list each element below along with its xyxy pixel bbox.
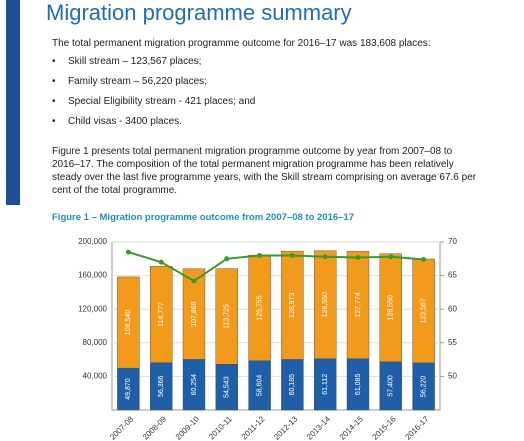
y2-tick-label: 50 [448, 372, 457, 381]
x-tick-label: 2007-08 [108, 414, 136, 441]
line [128, 251, 424, 283]
line-marker [322, 254, 328, 260]
side-stripe [6, 0, 20, 205]
line-marker [125, 249, 131, 255]
data-label: 108,540 [125, 310, 132, 335]
data-label: 114,777 [158, 302, 165, 327]
data-label: 56,366 [158, 376, 165, 398]
bar-segment [379, 253, 402, 362]
data-label: 54,543 [224, 376, 231, 398]
data-label: 123,567 [420, 298, 427, 323]
data-label: 61,085 [355, 374, 362, 396]
x-tick-label: 2016-17 [403, 414, 431, 441]
data-label: 128,550 [322, 292, 329, 317]
bar-segment [346, 251, 370, 359]
bar-segment [182, 268, 206, 360]
x-tick-label: 2012-13 [272, 414, 300, 441]
line-marker [421, 256, 427, 262]
line-marker [257, 252, 263, 258]
data-label: 125,755 [256, 295, 263, 320]
page-title: Migration programme summary [46, 0, 352, 25]
bar-segment [117, 276, 140, 369]
y2-tick-label: 60 [448, 304, 457, 313]
data-label: 128,550 [388, 295, 395, 320]
x-tick-label: 2014-15 [338, 414, 366, 441]
data-label: 61,112 [322, 374, 329, 395]
y2-tick-label: 55 [448, 338, 457, 347]
bar-segment [314, 250, 337, 359]
bar-segment [149, 266, 173, 363]
line-marker [355, 254, 361, 260]
data-label: 107,868 [191, 301, 198, 326]
x-tick-label: 2011-12 [240, 414, 267, 441]
data-label: 128,973 [289, 293, 296, 318]
x-tick-label: 2009-10 [174, 414, 202, 441]
y-tick-label: 120,000 [78, 304, 107, 313]
figure-caption: Figure 1 – Migration programme outcome f… [52, 212, 354, 223]
y-tick-label: 80,000 [83, 338, 108, 347]
data-label: 60,254 [191, 374, 198, 396]
x-tick-label: 2008-09 [141, 414, 169, 441]
bullet: Special Eligibility stream - 421 places;… [52, 96, 255, 107]
line-marker [224, 256, 230, 262]
y2-tick-label: 65 [448, 271, 457, 280]
paragraph: Figure 1 presents total permanent migrat… [52, 146, 477, 196]
data-label: 49,870 [125, 378, 132, 400]
bullet: Family stream – 56,220 places; [52, 76, 255, 87]
data-label: 58,604 [256, 375, 263, 397]
intro: The total permanent migration programme … [52, 38, 431, 49]
x-tick-label: 2013-14 [305, 414, 333, 441]
y-tick-label: 40,000 [83, 372, 108, 381]
data-label: 57,400 [388, 375, 395, 397]
y-tick-label: 160,000 [78, 271, 107, 280]
bar-segment [281, 250, 304, 360]
bullet-list: Skill stream – 123,567 places; Family st… [52, 56, 255, 136]
bullet: Child visas - 3400 places. [52, 116, 255, 127]
bar-segment [215, 268, 239, 365]
line-marker [158, 259, 164, 265]
line-marker [289, 252, 295, 258]
bullet: Skill stream – 123,567 places; [52, 56, 255, 67]
data-label: 56,220 [420, 376, 427, 398]
y-tick-label: 200,000 [78, 237, 107, 246]
data-label: 60,185 [289, 374, 296, 396]
line-marker [388, 254, 394, 260]
x-tick-label: 2015-16 [371, 414, 399, 441]
y2-tick-label: 70 [448, 237, 457, 246]
x-tick-label: 2010-11 [207, 414, 234, 441]
data-label: 127,774 [355, 292, 362, 317]
line-marker [191, 278, 197, 284]
data-label: 113,725 [224, 304, 231, 329]
